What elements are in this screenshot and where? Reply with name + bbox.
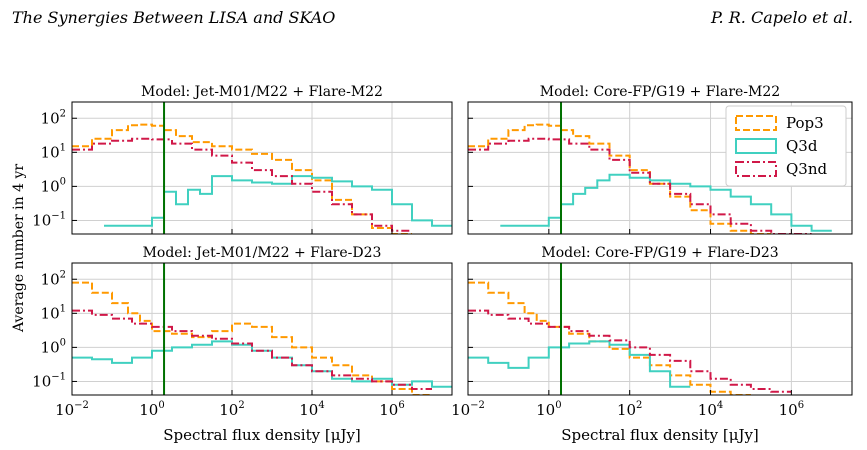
legend-box [725,105,847,187]
panel-title: Model: Jet-M01/M22 + Flare-M22 [141,84,383,100]
panel-frame [467,262,853,396]
legend-label-q3nd: Q3nd [786,160,828,178]
plot-area [72,263,452,395]
legend-swatch-q3nd [735,161,777,177]
x-tick-label: 10−2 [451,400,485,419]
panel-2: Model: Core-FP/G19 + Flare-M22 Pop3 Q3d Q3n… [467,84,853,235]
y-tick-label: 100 [41,176,66,195]
panel-frame [71,101,453,235]
running-header-title: The Synergies Between LISA and SKAO [12,8,336,27]
running-header-authors: P. R. Capelo et al. [711,8,853,27]
x-tick-label: 104 [299,400,324,419]
x-tick-label: 102 [617,400,642,419]
series-q3d-step [104,175,452,227]
plot-area [72,102,452,234]
legend: Pop3 Q3d Q3nd [725,105,847,187]
series-group [72,123,452,234]
legend-label-pop3: Pop3 [786,114,824,132]
legend-swatch-pop3 [735,115,777,131]
x-axis-label: Spectral flux density [μJy] [561,426,759,444]
y-tick-label: 102 [41,269,66,288]
x-tick-label: 106 [779,400,804,419]
legend-label-q3d: Q3d [786,137,818,155]
series-pop3-step [468,123,772,234]
x-tick-label: 106 [379,400,404,419]
plot-area [468,263,852,395]
panel-frame [71,262,453,396]
y-axis-label: Average number in 4 yr [11,164,27,333]
series-q3d-step [468,340,691,388]
x-tick-label: 102 [219,400,244,419]
series-q3nd-step [468,309,792,393]
y-tick-label: 101 [41,142,66,161]
x-tick-label: 10−2 [55,400,89,419]
y-tick-label: 102 [41,108,66,127]
y-tick-label: 10−1 [32,210,66,229]
x-axis-label: Spectral flux density [μJy] [163,426,361,444]
series-group [468,281,792,395]
panel-1: Model: Jet-M01/M22 + Flare-M22 10−1 100 101… [32,84,453,235]
legend-swatch-q3d [735,138,777,154]
series-pop3-step [72,281,432,395]
series-q3nd-step [468,137,812,234]
series-group [468,123,832,234]
y-tick-label: 10−1 [32,371,66,390]
x-tick-label: 104 [698,400,723,419]
series-pop3-step [72,123,412,234]
panel-frame [467,101,853,235]
series-q3d-step [500,173,832,232]
series-q3nd-step [72,309,432,390]
x-tick-label: 100 [139,400,164,419]
panel-title: Model: Core-FP/G19 + Flare-D23 [541,245,778,261]
panel-title: Model: Jet-M01/M22 + Flare-D23 [143,245,382,261]
panel-4: Model: Core-FP/G19 + Flare-D23 10−2 100 102… [451,245,853,444]
series-group [72,281,452,395]
y-tick-label: 100 [41,337,66,356]
x-tick-label: 100 [536,400,561,419]
y-tick-label: 101 [41,303,66,322]
series-q3nd-step [72,137,412,232]
panel-title: Model: Core-FP/G19 + Flare-M22 [540,84,780,100]
panel-3: Model: Jet-M01/M22 + Flare-D23 10−1 100 101… [32,245,453,444]
